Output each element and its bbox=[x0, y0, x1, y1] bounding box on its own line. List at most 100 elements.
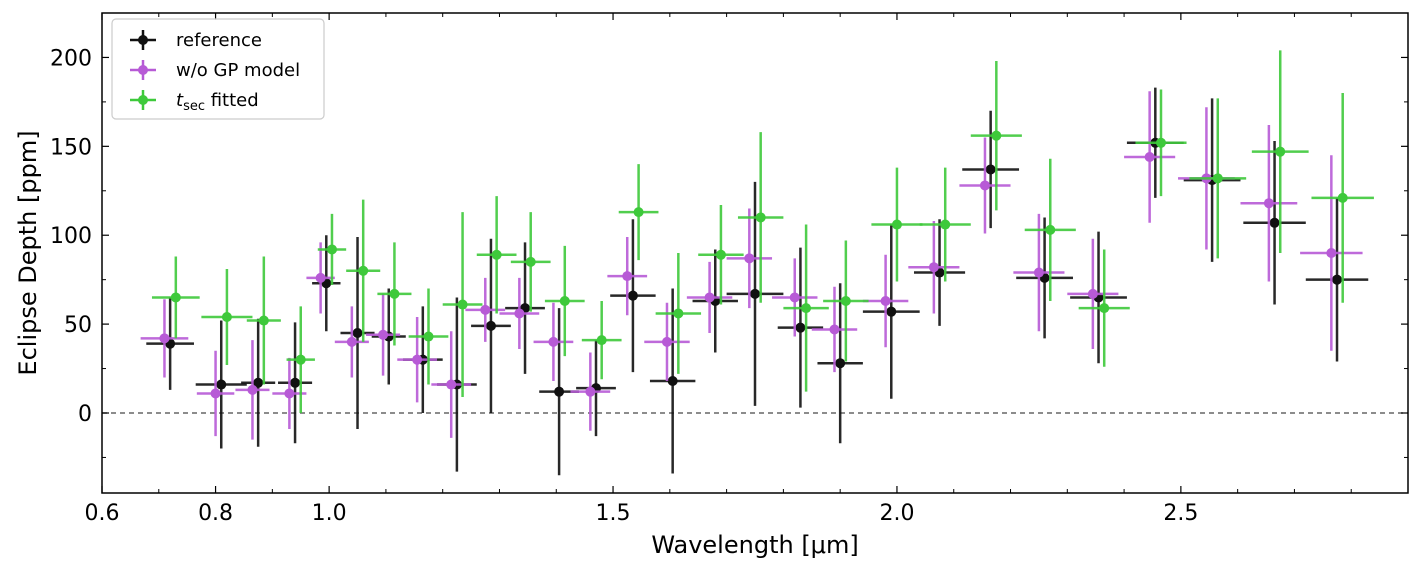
data-point bbox=[544, 245, 585, 357]
data-marker bbox=[326, 244, 337, 255]
data-point bbox=[817, 283, 863, 444]
data-point bbox=[340, 237, 375, 429]
x-tick-label: 1.5 bbox=[596, 501, 631, 526]
data-marker bbox=[886, 306, 897, 317]
data-marker bbox=[622, 271, 633, 282]
data-marker bbox=[789, 292, 800, 303]
data-marker bbox=[1263, 198, 1274, 209]
data-point bbox=[726, 208, 773, 309]
data-point bbox=[146, 297, 194, 390]
plot-frame bbox=[101, 12, 1409, 494]
data-marker bbox=[627, 290, 638, 301]
data-point bbox=[692, 249, 738, 353]
data-point bbox=[919, 167, 971, 282]
data-point bbox=[618, 164, 659, 261]
data-marker bbox=[159, 333, 170, 344]
legend-entry: w/o GP model bbox=[130, 60, 300, 81]
data-point bbox=[649, 288, 696, 474]
data-marker bbox=[750, 288, 760, 299]
data-point bbox=[1311, 93, 1374, 303]
data-marker bbox=[1326, 248, 1337, 258]
data-marker bbox=[928, 262, 939, 273]
data-marker bbox=[985, 164, 996, 175]
data-marker bbox=[1337, 192, 1348, 203]
data-point bbox=[151, 256, 200, 339]
data-marker bbox=[1099, 303, 1110, 314]
data-marker bbox=[358, 265, 369, 276]
data-marker bbox=[295, 354, 306, 365]
data-marker bbox=[835, 358, 846, 369]
data-point bbox=[539, 308, 579, 476]
data-marker bbox=[514, 308, 525, 319]
data-point bbox=[686, 261, 733, 333]
data-point bbox=[533, 302, 574, 381]
data-point bbox=[1070, 231, 1127, 364]
data-point bbox=[576, 340, 616, 437]
x-tick-label: 0.6 bbox=[85, 501, 120, 526]
y-tick-label: 0 bbox=[78, 402, 92, 427]
axes: 0.6 0.8 1.0 1.5 2.0 2.5 0 50 100 150 200 Wavelength… bbox=[14, 12, 1409, 559]
data-marker bbox=[253, 377, 264, 388]
data-point bbox=[962, 110, 1020, 229]
data-point bbox=[442, 212, 483, 397]
legend-box bbox=[111, 18, 325, 120]
data-point bbox=[306, 242, 335, 314]
data-marker bbox=[457, 299, 468, 310]
data-point bbox=[1124, 91, 1176, 223]
x-tick-label: 2.5 bbox=[1163, 501, 1198, 526]
data-marker bbox=[346, 336, 357, 347]
data-marker bbox=[585, 386, 596, 397]
data-point bbox=[913, 219, 966, 326]
data-marker bbox=[485, 320, 496, 331]
legend-entry: reference bbox=[130, 30, 262, 51]
data-marker bbox=[795, 322, 806, 333]
data-point bbox=[772, 258, 818, 337]
data-point bbox=[1135, 89, 1187, 197]
data-marker bbox=[755, 212, 766, 223]
legend-marker bbox=[138, 65, 148, 75]
data-marker bbox=[1275, 146, 1286, 157]
data-marker bbox=[704, 292, 715, 303]
data-point bbox=[777, 247, 824, 408]
data-marker bbox=[423, 331, 434, 342]
data-point bbox=[1300, 155, 1363, 351]
legend-label: tsec fitted bbox=[176, 90, 259, 114]
data-marker bbox=[979, 180, 990, 191]
data-marker bbox=[258, 315, 269, 326]
data-point bbox=[235, 340, 270, 440]
data-marker bbox=[891, 219, 902, 230]
data-point bbox=[655, 253, 702, 374]
data-marker bbox=[744, 253, 755, 264]
data-marker bbox=[559, 296, 570, 306]
data-point bbox=[823, 240, 869, 362]
data-marker bbox=[667, 376, 678, 386]
data-marker bbox=[389, 288, 400, 299]
data-point bbox=[278, 322, 313, 444]
data-point bbox=[1251, 50, 1309, 253]
data-point bbox=[140, 299, 189, 378]
data-marker bbox=[1332, 274, 1343, 285]
data-point bbox=[1013, 213, 1065, 332]
y-tick-label: 150 bbox=[50, 135, 92, 160]
data-marker bbox=[290, 377, 301, 388]
data-marker bbox=[216, 379, 227, 390]
data-marker bbox=[1212, 173, 1223, 184]
legend-label-subscript: sec bbox=[183, 99, 205, 114]
data-point bbox=[471, 238, 511, 413]
data-marker bbox=[880, 296, 891, 306]
data-marker bbox=[170, 292, 181, 303]
legend-entry: tsec fitted bbox=[130, 90, 259, 114]
data-marker bbox=[1045, 224, 1056, 235]
data-marker bbox=[1033, 267, 1044, 278]
data-marker bbox=[596, 335, 607, 346]
data-point bbox=[431, 331, 472, 438]
data-marker bbox=[940, 219, 951, 230]
data-point bbox=[581, 301, 622, 380]
data-point bbox=[195, 320, 247, 449]
data-marker bbox=[1144, 152, 1155, 162]
data-point bbox=[1305, 197, 1369, 362]
data-point bbox=[726, 181, 784, 406]
series-2 bbox=[151, 50, 1374, 413]
legend-label: reference bbox=[176, 30, 262, 51]
data-point bbox=[959, 137, 1011, 234]
